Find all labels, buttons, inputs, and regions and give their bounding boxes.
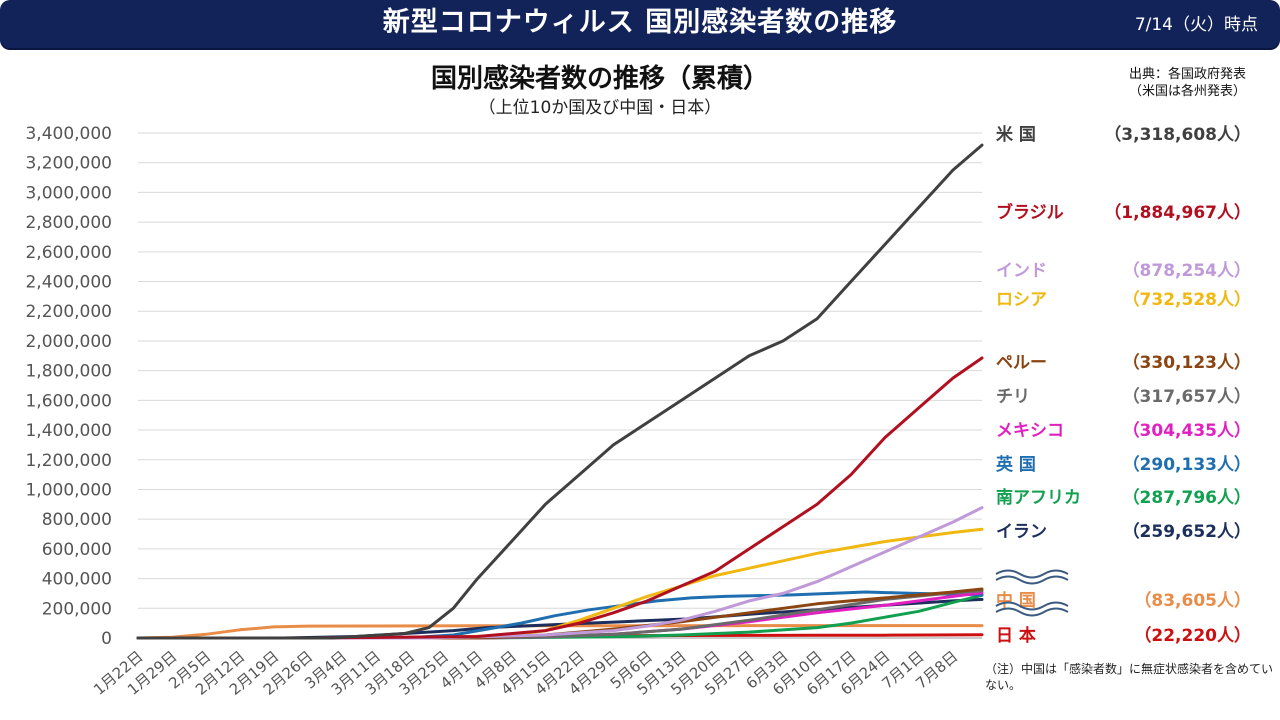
- series-name-label: イラン: [996, 522, 1047, 542]
- series-value-label: （259,652人）: [1123, 521, 1251, 542]
- series-value-label: （83,605人）: [1134, 590, 1251, 611]
- series-name-label: メキシコ: [996, 421, 1064, 441]
- series-name-label: 中 国: [996, 590, 1036, 611]
- break-wave: [995, 601, 1069, 611]
- break-wave: [995, 575, 1069, 585]
- series-value-label: （287,796人）: [1123, 487, 1251, 508]
- source-line-1: 出典：各国政府発表: [1128, 67, 1246, 82]
- source-note: 出典：各国政府発表 （米国は各州発表）: [1129, 66, 1246, 100]
- series-name-label: 英 国: [996, 454, 1036, 475]
- series-line: [136, 590, 984, 640]
- series-value-label: （22,220人）: [1134, 625, 1251, 646]
- source-line-2: （米国は各州発表）: [1128, 84, 1246, 99]
- y-tick-label: 1,200,000: [25, 451, 112, 471]
- x-axis: 1月22日1月29日2月5日2月12日2月19日2月26日3月4日3月11日3月…: [90, 647, 961, 698]
- y-tick-label: 3,200,000: [25, 154, 112, 174]
- series-value-label: （290,133人）: [1123, 454, 1251, 475]
- y-tick-label: 3,400,000: [25, 124, 112, 144]
- y-tick-label: 2,400,000: [25, 273, 112, 293]
- gridlines: [138, 132, 982, 639]
- series-name-label: インド: [996, 261, 1047, 281]
- series-name-label: 南アフリカ: [996, 487, 1081, 508]
- y-tick-label: 2,800,000: [25, 213, 112, 233]
- break-wave: [995, 569, 1069, 579]
- y-tick-label: 1,600,000: [25, 391, 112, 411]
- series-name-label: チリ: [996, 387, 1030, 407]
- y-tick-label: 800,000: [42, 510, 112, 530]
- series-value-label: （732,528人）: [1123, 289, 1251, 310]
- series-value-label: （317,657人）: [1123, 386, 1251, 407]
- series-name-label: ブラジル: [996, 202, 1064, 223]
- chart-subtitle: （上位10か国及び中国・日本）: [478, 98, 722, 118]
- chart-title: 国別感染者数の推移（累積）: [430, 64, 769, 94]
- footnote: （注）中国は「感染者数」に無症状感染者を含めていない。: [985, 662, 1274, 692]
- header-background: [0, 0, 1280, 48]
- series-value-label: （304,435人）: [1123, 420, 1251, 441]
- series-line: [136, 143, 984, 640]
- y-axis: 3,400,000 3,200,000 3,000,000 2,800,000 2,60…: [25, 124, 112, 649]
- y-tick-label: 2,600,000: [25, 243, 112, 263]
- y-tick-label: 1,400,000: [25, 421, 112, 441]
- y-tick-label: 0: [101, 629, 112, 649]
- series-value-label: （878,254人）: [1123, 260, 1251, 281]
- series-labels: 米 国 （3,318,608人） ブラジル （1,884,967人） インド （878,2…: [996, 124, 1251, 646]
- series-line: [136, 506, 984, 640]
- header-banner: 新型コロナウィルス 国別感染者数の推移 7/14（火）時点: [0, 0, 1280, 48]
- series-lines: [136, 143, 984, 640]
- series-value-label: （1,884,967人）: [1104, 202, 1251, 223]
- y-tick-label: 2,200,000: [25, 302, 112, 322]
- y-tick-label: 400,000: [42, 570, 112, 590]
- series-name-label: 日 本: [996, 625, 1036, 646]
- y-tick-label: 1,000,000: [25, 480, 112, 500]
- series-name-label: ペルー: [996, 353, 1047, 373]
- break-wave: [995, 607, 1069, 617]
- series-value-label: （3,318,608人）: [1104, 124, 1251, 145]
- series-line: [136, 356, 984, 640]
- date-label: 7/14（火）時点: [1134, 15, 1258, 35]
- series-name-label: 米 国: [996, 124, 1036, 145]
- y-tick-label: 1,800,000: [25, 362, 112, 382]
- page-title: 新型コロナウィルス 国別感染者数の推移: [382, 7, 898, 38]
- y-tick-label: 2,000,000: [25, 332, 112, 352]
- y-tick-label: 600,000: [42, 540, 112, 560]
- series-value-label: （330,123人）: [1123, 352, 1251, 373]
- y-tick-label: 200,000: [42, 599, 112, 619]
- y-tick-label: 3,000,000: [25, 183, 112, 203]
- axis-break-marks: [995, 569, 1069, 617]
- series-name-label: ロシア: [996, 290, 1047, 310]
